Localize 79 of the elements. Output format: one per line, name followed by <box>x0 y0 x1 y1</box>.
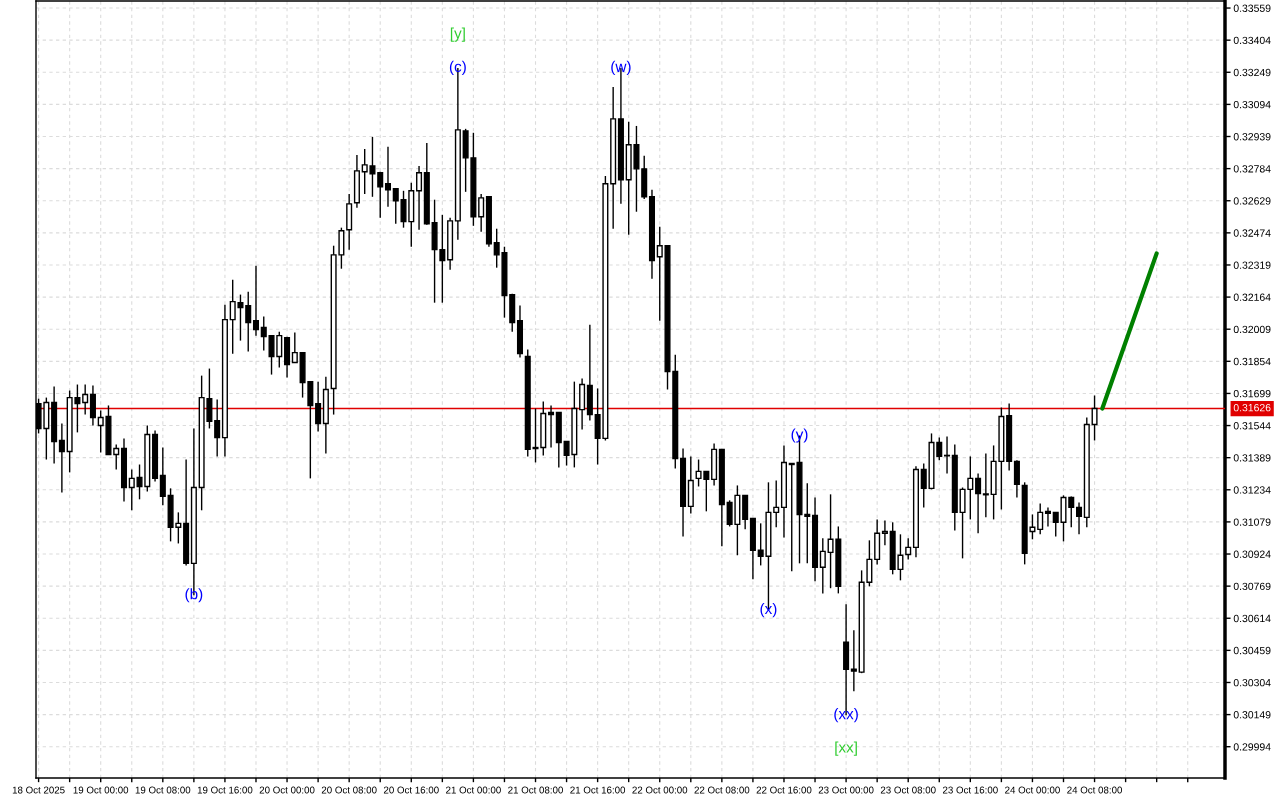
x-tick-label: 19 Oct 08:00 <box>135 786 191 794</box>
candlestick <box>128 468 135 511</box>
y-tick-label: 0.32164 <box>1233 293 1271 301</box>
candlestick <box>113 443 120 471</box>
y-tick-label: 0.31854 <box>1233 357 1271 366</box>
y-tick-label: 0.32474 <box>1233 229 1271 237</box>
candlestick <box>58 422 65 494</box>
x-tick-label: 20 Oct 08:00 <box>321 786 377 794</box>
x-tick-label: 21 Oct 08:00 <box>508 786 563 794</box>
y-tick-label: 0.33094 <box>1233 100 1271 109</box>
candlestick <box>214 398 221 458</box>
candlestick <box>773 479 780 528</box>
y-tick-label: 0.31389 <box>1233 454 1271 462</box>
y-tick-label: 0.31544 <box>1233 422 1271 430</box>
x-tick-label: 23 Oct 08:00 <box>880 786 936 794</box>
y-tick-label: 0.33249 <box>1233 68 1271 77</box>
candlestick <box>881 519 888 547</box>
x-tick-label: 23 Oct 16:00 <box>942 786 998 794</box>
y-tick-label: 0.32009 <box>1233 325 1271 334</box>
y-tick-label: 0.33559 <box>1233 4 1271 12</box>
candlestick <box>252 265 260 337</box>
y-tick-label: 0.31699 <box>1233 389 1271 398</box>
y-tick-label: 0.29994 <box>1233 743 1271 751</box>
candlestick <box>548 404 555 449</box>
candlestick <box>1037 502 1044 536</box>
y-tick-label: 0.31079 <box>1233 518 1271 526</box>
candlestick <box>1013 459 1020 499</box>
candlestick <box>478 193 485 233</box>
y-tick-label: 0.30304 <box>1233 678 1271 687</box>
candlestick <box>245 291 252 353</box>
candlestick <box>315 380 322 433</box>
candlestick <box>982 452 989 519</box>
x-tick-label: 21 Oct 16:00 <box>570 786 626 794</box>
y-tick-label: 0.30769 <box>1233 582 1271 591</box>
candlestick <box>850 629 857 692</box>
candlestick <box>291 331 298 364</box>
y-tick-label: 0.30149 <box>1233 711 1271 719</box>
x-tick-label: 24 Oct 00:00 <box>1005 786 1060 794</box>
annotation: (y) <box>791 428 808 443</box>
annotation: [xx] <box>835 741 857 756</box>
x-tick-label: 18 Oct 2025 <box>12 786 65 794</box>
x-tick-label: 22 Oct 08:00 <box>694 786 750 794</box>
annotation: (xx) <box>834 708 858 723</box>
y-tick-label: 0.32319 <box>1233 261 1271 269</box>
candlestick <box>1091 394 1098 442</box>
annotation: (x) <box>760 603 777 618</box>
y-tick-label: 0.32784 <box>1233 165 1271 173</box>
candlestick <box>819 537 826 595</box>
ref-line-label: 0.31626 <box>1233 403 1271 412</box>
annotation: (b) <box>185 588 203 603</box>
x-tick-label: 22 Oct 00:00 <box>632 786 688 794</box>
x-tick-label: 20 Oct 16:00 <box>383 786 439 794</box>
y-tick-label: 0.32629 <box>1233 197 1271 205</box>
y-tick-label: 0.32939 <box>1233 133 1271 141</box>
candlestick <box>1044 506 1051 528</box>
y-tick-label: 0.33404 <box>1233 36 1271 45</box>
x-tick-label: 22 Oct 16:00 <box>756 786 812 794</box>
annotation: [y] <box>450 27 465 42</box>
candlestick <box>975 472 982 534</box>
candlestick <box>89 384 96 427</box>
candlestick <box>384 146 392 208</box>
candlestick <box>159 446 166 507</box>
annotation: (c) <box>449 60 466 76</box>
candlestick <box>416 165 423 231</box>
annotation: (w) <box>611 60 631 76</box>
x-tick-label: 20 Oct 00:00 <box>259 786 315 794</box>
candlestick <box>82 383 89 416</box>
x-tick-label: 21 Oct 00:00 <box>446 786 501 794</box>
y-tick-label: 0.30459 <box>1233 646 1271 655</box>
candlestick <box>1076 501 1083 536</box>
y-tick-label: 0.31234 <box>1233 486 1271 494</box>
x-tick-label: 24 Oct 08:00 <box>1067 786 1123 794</box>
y-tick-label: 0.30924 <box>1233 550 1271 558</box>
x-tick-label: 19 Oct 16:00 <box>197 786 253 794</box>
x-tick-label: 19 Oct 00:00 <box>73 786 129 794</box>
candlestick <box>377 171 384 219</box>
x-tick-label: 23 Oct 00:00 <box>818 786 874 794</box>
candlestick <box>905 537 912 561</box>
y-tick-label: 0.30614 <box>1233 614 1271 623</box>
